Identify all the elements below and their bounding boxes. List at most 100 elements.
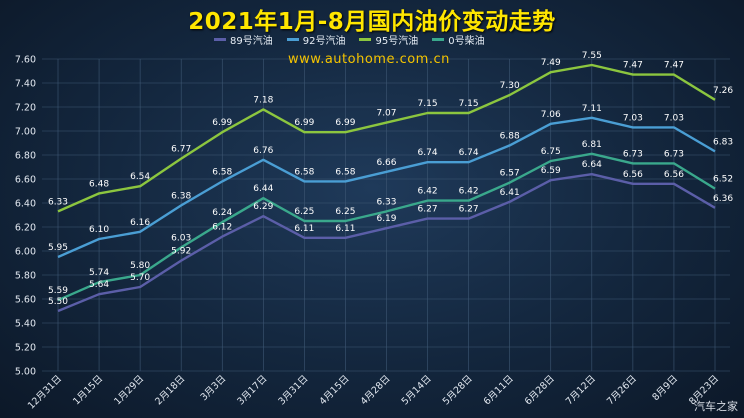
legend-swatch-92 (286, 38, 299, 41)
data-label: 5.92 (171, 247, 191, 257)
legend-swatch-89 (214, 38, 226, 41)
legend-item-diesel: 0号柴油 (432, 32, 485, 47)
data-label: 6.66 (376, 158, 396, 168)
y-tick-label: 6.80 (15, 151, 36, 162)
x-tick-label: 3月31日 (276, 373, 310, 407)
data-label: 6.25 (294, 207, 314, 217)
data-label: 6.64 (582, 160, 602, 170)
data-label: 7.15 (418, 99, 438, 109)
data-label: 6.25 (335, 207, 355, 217)
data-label: 7.47 (664, 61, 684, 71)
data-label: 6.99 (294, 118, 314, 128)
data-label: 6.11 (294, 224, 314, 234)
y-tick-label: 5.00 (15, 367, 36, 378)
legend-label-92: 92号汽油 (302, 36, 346, 47)
data-label: 5.50 (48, 297, 68, 307)
data-label: 6.76 (253, 146, 273, 156)
data-label: 6.56 (664, 170, 684, 180)
y-tick-label: 7.60 (15, 55, 36, 66)
y-tick-label: 5.20 (15, 343, 36, 354)
x-tick-label: 4月15日 (318, 373, 352, 407)
data-label: 6.41 (500, 188, 520, 198)
x-tick-label: 6月28日 (523, 373, 557, 407)
y-tick-label: 7.40 (15, 79, 36, 90)
data-label: 7.15 (459, 99, 479, 109)
data-label: 7.07 (376, 109, 396, 119)
legend-label-95: 95号汽油 (375, 36, 419, 47)
data-label: 5.64 (89, 280, 109, 290)
legend-item-92: 92号汽油 (286, 32, 346, 47)
legend-item-89: 89号汽油 (214, 32, 273, 47)
data-label: 7.47 (623, 61, 643, 71)
data-label: 6.99 (335, 118, 355, 128)
y-tick-label: 6.00 (15, 247, 36, 258)
data-label: 6.38 (171, 191, 191, 201)
data-label: 5.80 (130, 261, 150, 271)
data-label: 7.55 (582, 51, 602, 61)
data-label: 5.95 (48, 243, 68, 253)
data-label: 6.99 (212, 118, 232, 128)
y-tick-label: 5.40 (15, 319, 36, 330)
y-tick-label: 7.00 (15, 127, 36, 138)
x-tick-label: 12月31日 (26, 373, 64, 411)
data-label: 6.58 (294, 167, 314, 177)
data-label: 6.77 (171, 145, 191, 155)
y-tick-label: 5.60 (15, 295, 36, 306)
autohome-logo: 汽车之家 (694, 400, 738, 413)
x-tick-label: 3月3日 (199, 373, 229, 403)
x-tick-label: 4月28日 (359, 373, 393, 407)
data-label: 6.27 (459, 205, 479, 215)
data-label: 7.03 (623, 113, 643, 123)
data-label: 6.33 (48, 197, 68, 207)
data-label: 6.27 (418, 205, 438, 215)
data-label: 6.48 (89, 179, 109, 189)
data-label: 6.42 (459, 187, 479, 197)
y-tick-label: 7.20 (15, 103, 36, 114)
x-tick-label: 3月17日 (235, 373, 269, 407)
data-label: 6.33 (376, 197, 396, 207)
x-tick-label: 7月26日 (605, 373, 639, 407)
data-label: 6.83 (713, 137, 733, 147)
y-tick-label: 6.40 (15, 199, 36, 210)
watermark-url: www.autohome.com.cn (288, 52, 450, 67)
y-tick-label: 6.20 (15, 223, 36, 234)
legend-swatch-95 (359, 38, 372, 41)
legend-label-diesel: 0号柴油 (448, 36, 485, 47)
data-label: 7.11 (582, 104, 602, 114)
data-label: 5.74 (89, 268, 109, 278)
data-label: 7.49 (541, 58, 561, 68)
data-label: 7.03 (664, 113, 684, 123)
data-label: 6.88 (500, 131, 520, 141)
legend: 89号汽油 92号汽油 95号汽油 0号柴油 (214, 32, 485, 47)
data-label: 6.75 (541, 147, 561, 157)
data-label: 5.59 (48, 286, 68, 296)
data-label: 6.42 (418, 187, 438, 197)
data-label: 6.03 (171, 233, 191, 243)
data-label: 7.30 (500, 81, 520, 91)
legend-label-89: 89号汽油 (230, 36, 273, 47)
data-label: 6.16 (130, 218, 150, 228)
x-tick-label: 8月9日 (650, 373, 680, 403)
series-line-0 (57, 172, 716, 313)
legend-swatch-diesel (432, 38, 445, 41)
data-label: 6.24 (212, 208, 232, 218)
data-label: 6.57 (500, 169, 520, 179)
data-label: 6.12 (212, 223, 232, 233)
data-label: 6.74 (418, 148, 438, 158)
chart-title: 2021年1月-8月国内油价变动走势 (188, 9, 556, 35)
y-tick-label: 6.60 (15, 175, 36, 186)
data-label: 6.10 (89, 225, 109, 235)
x-tick-label: 1月29日 (112, 373, 146, 407)
series-line-2 (57, 63, 716, 213)
x-tick-label: 7月12日 (564, 373, 598, 407)
series-line-3 (57, 152, 716, 302)
data-label: 7.26 (713, 86, 733, 96)
data-label: 7.06 (541, 110, 561, 120)
data-label: 7.18 (253, 95, 273, 105)
data-label: 6.81 (582, 140, 602, 150)
x-tick-label: 2月18日 (153, 373, 187, 407)
data-label: 6.58 (335, 167, 355, 177)
data-label: 6.11 (335, 224, 355, 234)
data-label: 6.19 (376, 214, 396, 224)
